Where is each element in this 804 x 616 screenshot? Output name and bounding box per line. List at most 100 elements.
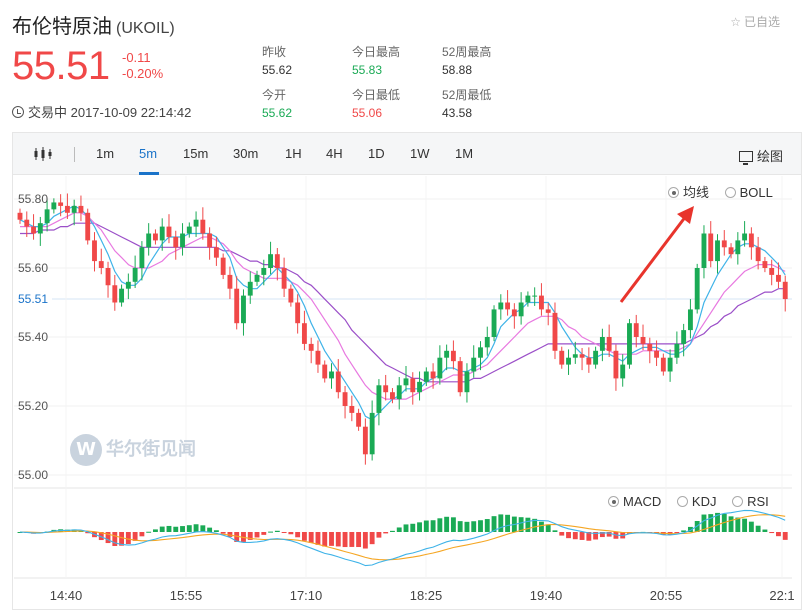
macd-bar bbox=[532, 518, 538, 532]
candle bbox=[586, 347, 592, 373]
macd-bar bbox=[200, 525, 206, 532]
candle-body bbox=[444, 350, 450, 358]
period-1m[interactable]: 1m bbox=[96, 146, 115, 161]
period-5m[interactable]: 5m bbox=[139, 146, 158, 161]
candle bbox=[268, 241, 273, 275]
candle-body bbox=[674, 343, 680, 358]
candle bbox=[464, 363, 470, 403]
macd-bar bbox=[274, 530, 280, 532]
indicator-rsi-option[interactable]: RSI bbox=[732, 494, 769, 509]
ma-fast-line bbox=[19, 205, 786, 421]
draw-label: 绘图 bbox=[756, 149, 783, 164]
candle-body bbox=[532, 295, 538, 297]
candle-body bbox=[505, 302, 511, 310]
candle-body bbox=[450, 350, 456, 362]
macd-bar bbox=[220, 532, 226, 534]
candle bbox=[518, 292, 524, 325]
overlay-boll-option[interactable]: BOLL bbox=[724, 185, 773, 200]
period-4h[interactable]: 4H bbox=[326, 146, 343, 161]
candle-body bbox=[755, 247, 761, 262]
candle bbox=[247, 271, 253, 304]
candle bbox=[606, 324, 612, 358]
candle bbox=[207, 227, 213, 260]
candle-body bbox=[681, 330, 687, 344]
indicator-kdj-option[interactable]: KDJ bbox=[676, 494, 716, 509]
y-tick-label: 55.20 bbox=[18, 399, 48, 413]
candle bbox=[762, 256, 768, 273]
candle bbox=[173, 230, 179, 260]
macd-bar bbox=[457, 521, 463, 532]
candle bbox=[396, 377, 402, 410]
period-1d[interactable]: 1D bbox=[368, 146, 385, 161]
candle bbox=[721, 230, 727, 256]
macd-bar bbox=[593, 532, 599, 540]
candle bbox=[254, 270, 260, 286]
candle-body bbox=[369, 412, 375, 455]
last-price: 55.51 bbox=[12, 44, 110, 88]
candle bbox=[315, 340, 321, 373]
candlestick-icon[interactable] bbox=[33, 147, 53, 161]
macd-bar bbox=[335, 532, 341, 547]
candle-body bbox=[342, 392, 348, 406]
candle-body bbox=[715, 240, 720, 262]
favorite-button[interactable]: ☆ 已自选 bbox=[730, 13, 780, 30]
stat-label: 52周最低 bbox=[442, 88, 492, 102]
indicator-macd-option[interactable]: MACD bbox=[608, 494, 661, 509]
macd-bar bbox=[85, 532, 91, 534]
period-1w[interactable]: 1W bbox=[410, 146, 430, 161]
candle bbox=[417, 371, 422, 401]
period-toolbar: 1m 5m 15m 30m 1H 4H 1D 1W 1M 绘图 bbox=[13, 133, 801, 175]
toolbar-divider bbox=[74, 147, 75, 162]
candle bbox=[153, 229, 158, 245]
candle-body bbox=[769, 268, 775, 275]
candle bbox=[261, 259, 267, 286]
candle bbox=[403, 365, 409, 392]
candle bbox=[715, 234, 720, 274]
macd-bar bbox=[301, 532, 307, 541]
candle bbox=[457, 357, 463, 397]
period-30m[interactable]: 30m bbox=[233, 146, 259, 161]
candle-body bbox=[24, 219, 30, 227]
price-change: -0.11 -0.20% bbox=[122, 50, 163, 82]
candle-body bbox=[403, 378, 409, 386]
candle bbox=[51, 198, 57, 214]
candle bbox=[132, 255, 138, 289]
period-1h[interactable]: 1H bbox=[285, 146, 302, 161]
candle-body bbox=[525, 295, 531, 303]
overlay-ma-option[interactable]: 均线 bbox=[668, 182, 709, 201]
macd-bar bbox=[180, 526, 185, 532]
candle-body bbox=[647, 343, 653, 351]
candle bbox=[687, 299, 693, 339]
period-15m[interactable]: 15m bbox=[183, 146, 209, 161]
candle bbox=[281, 257, 287, 297]
candle-body bbox=[627, 323, 632, 365]
candle-body bbox=[71, 205, 77, 213]
macd-bar bbox=[362, 532, 368, 549]
candle-body bbox=[511, 309, 517, 317]
candle-body bbox=[37, 223, 43, 234]
watermark: W 华尔街见闻 bbox=[70, 434, 196, 466]
draw-button[interactable]: 绘图 bbox=[738, 146, 783, 165]
candle-body bbox=[572, 354, 578, 358]
macd-bar bbox=[207, 527, 213, 532]
candle bbox=[572, 341, 578, 364]
macd-bar bbox=[376, 532, 382, 538]
candle bbox=[491, 305, 497, 342]
stat-label: 今日最高 bbox=[352, 45, 401, 59]
candle-body bbox=[308, 343, 314, 351]
candle bbox=[539, 283, 544, 316]
candle bbox=[92, 232, 97, 272]
candle-body bbox=[125, 281, 131, 289]
candle bbox=[471, 345, 477, 378]
macd-bar bbox=[342, 532, 348, 548]
candle bbox=[78, 195, 84, 222]
candle-body bbox=[78, 205, 84, 213]
macd-bar bbox=[572, 532, 578, 540]
period-1mo[interactable]: 1M bbox=[455, 146, 474, 161]
candle bbox=[701, 225, 707, 279]
candle bbox=[125, 273, 131, 300]
overlay-selector: 均线 BOLL bbox=[656, 182, 773, 201]
macd-bar bbox=[539, 521, 544, 532]
macd-bar bbox=[464, 521, 470, 532]
macd-bar bbox=[674, 532, 680, 533]
